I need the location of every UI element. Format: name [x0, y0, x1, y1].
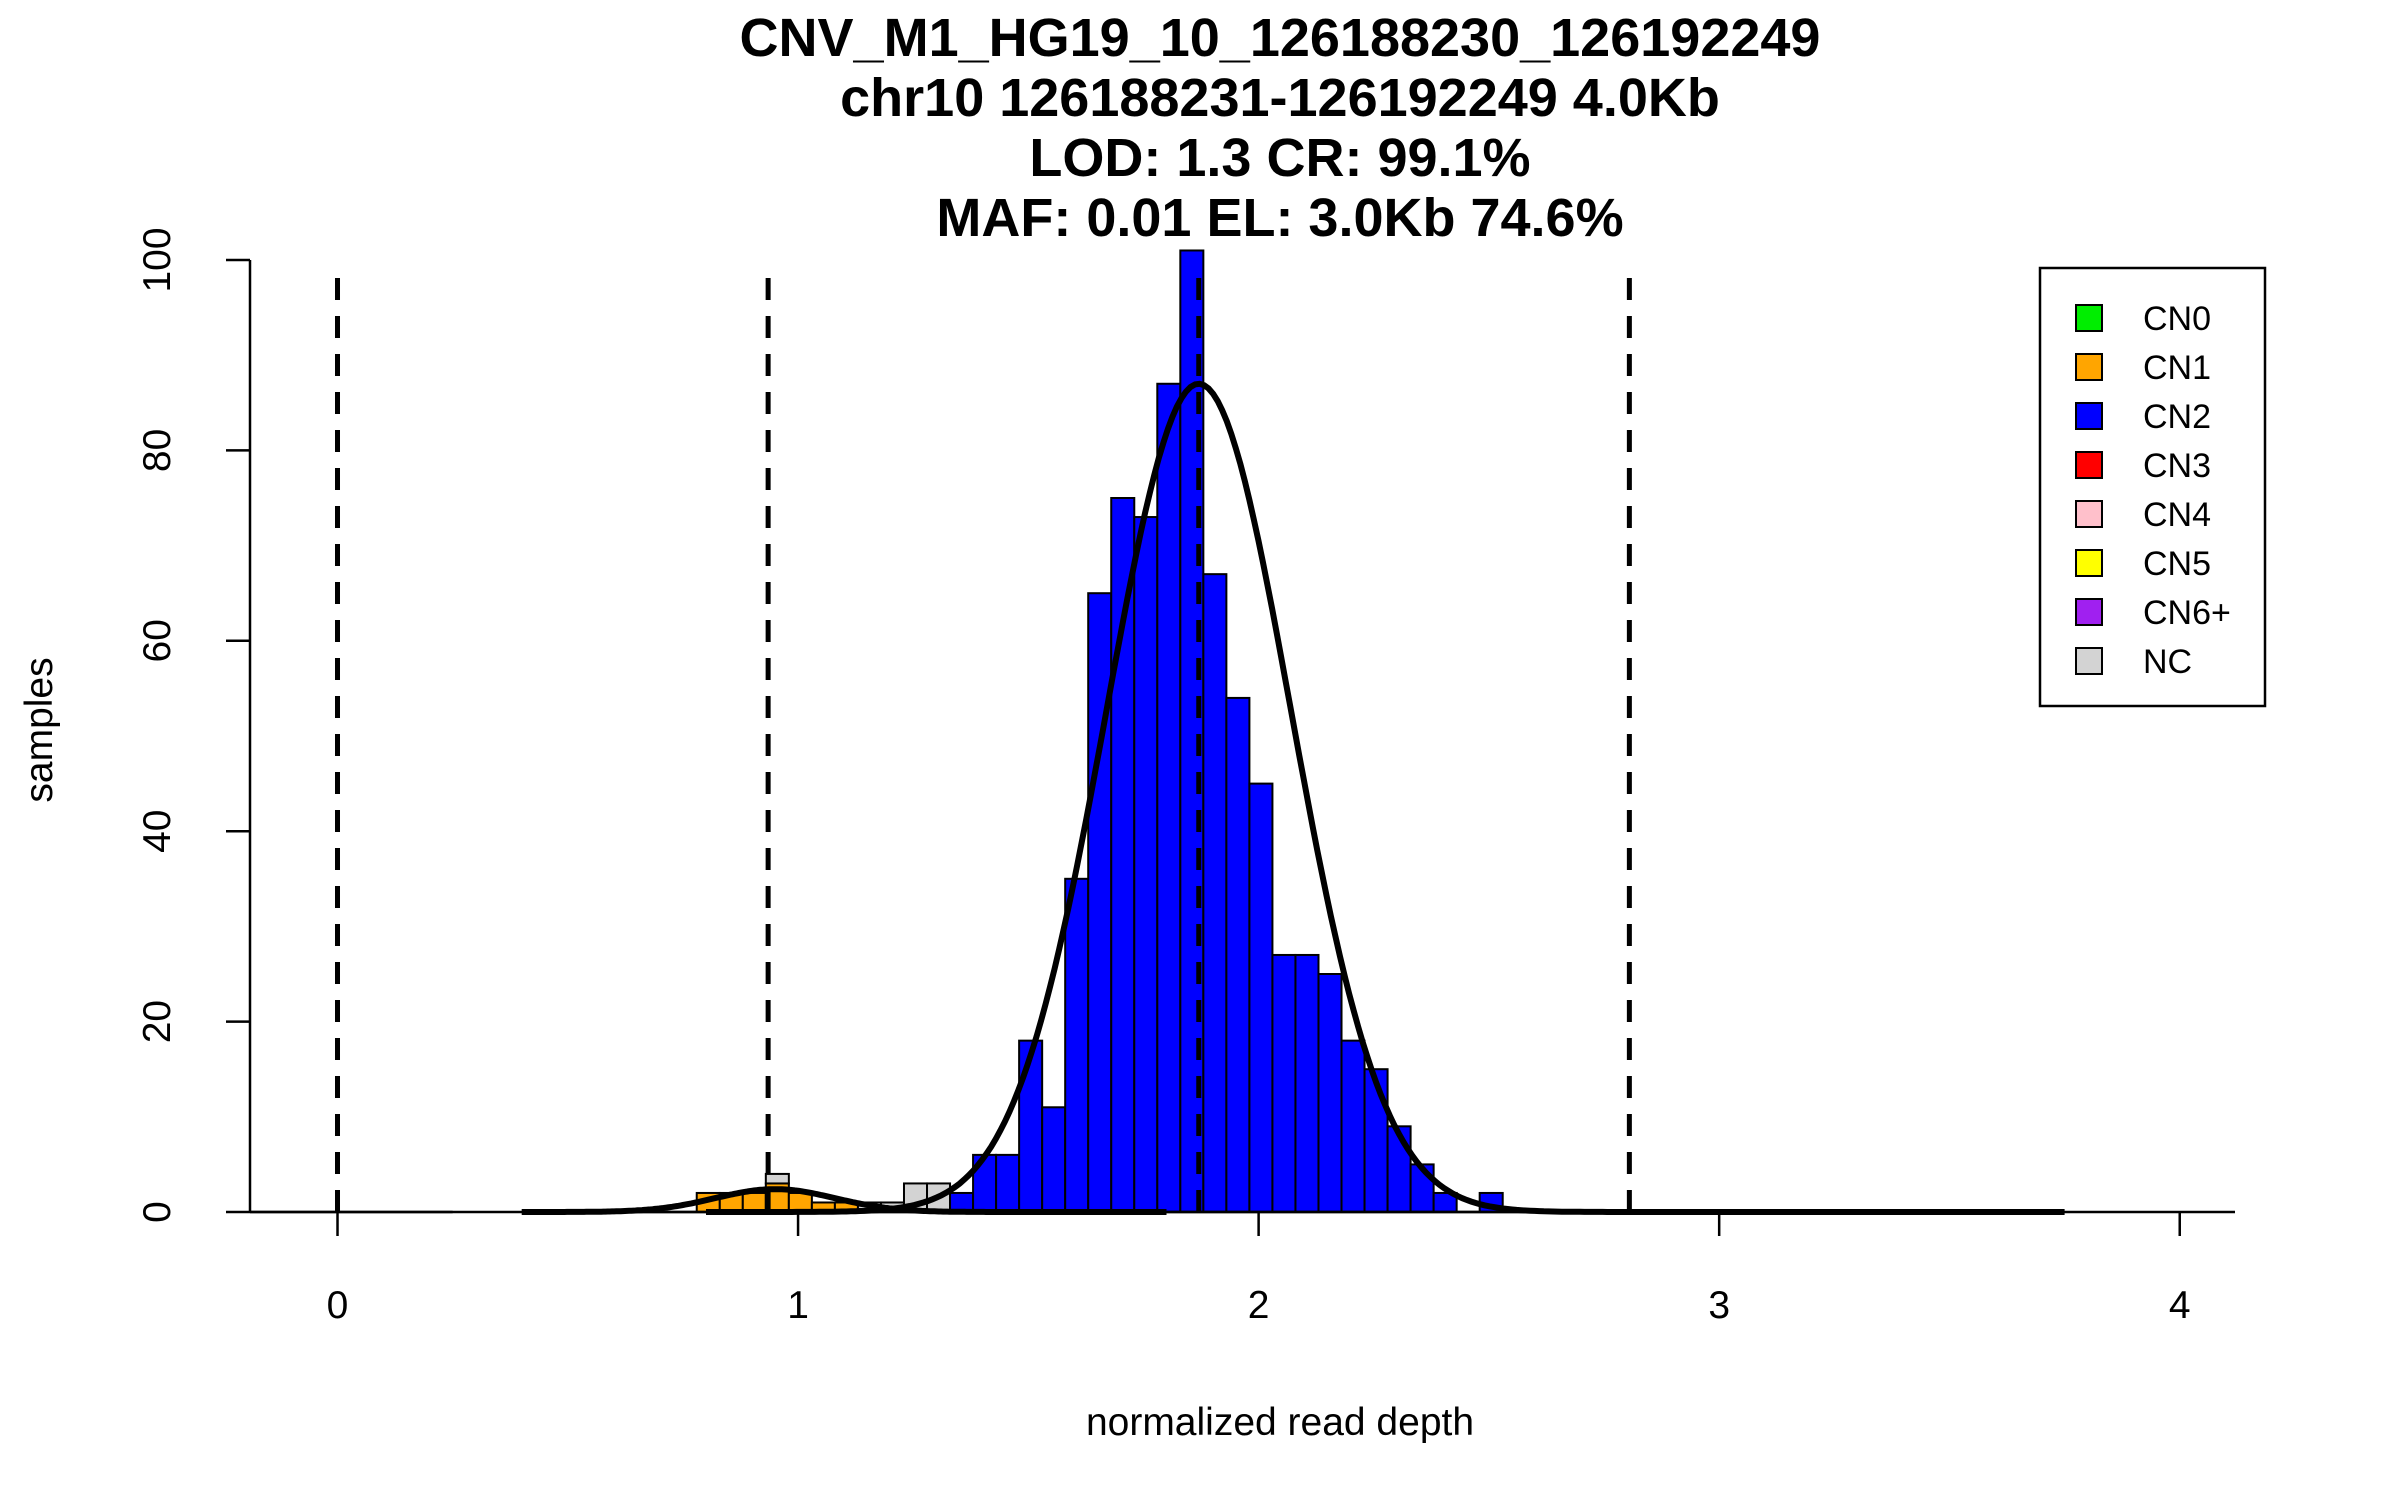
- histogram-bar-cn2: [1248, 782, 1274, 1213]
- legend: CN0 CN1 CN2 CN3 CN4 CN5 CN6+ NC: [2038, 266, 2267, 708]
- histogram-bar-cn2: [1041, 1106, 1067, 1214]
- histogram-bar-nc: [764, 1172, 790, 1185]
- legend-swatch-cn0: [2075, 304, 2103, 332]
- histogram-bar-cn2: [1018, 1039, 1044, 1214]
- histogram-bar-cn2: [1064, 877, 1090, 1213]
- legend-label-cn6plus: CN6+: [2143, 594, 2231, 632]
- title-line-2: chr10 126188231-126192249 4.0Kb: [840, 68, 1720, 128]
- x-tick-label: 3: [1708, 1284, 1730, 1327]
- title-line-4: MAF: 0.01 EL: 3.0Kb 74.6%: [936, 188, 1623, 248]
- legend-swatch-cn4: [2075, 500, 2103, 528]
- y-tick-label: 40: [136, 810, 179, 853]
- legend-swatch-cn5: [2075, 549, 2103, 577]
- copy-number-thresholds: [335, 269, 1632, 1212]
- legend-label-cn1: CN1: [2143, 349, 2211, 387]
- histogram-bar-cn2: [1294, 953, 1320, 1214]
- histogram-bar-cn2: [1340, 1039, 1366, 1214]
- histogram-bar-cn2: [1110, 497, 1136, 1213]
- legend-label-nc: NC: [2143, 643, 2192, 681]
- legend-swatch-cn6plus: [2075, 598, 2103, 626]
- legend-swatch-cn2: [2075, 402, 2103, 430]
- histogram-bar-cn2: [1202, 573, 1228, 1213]
- legend-label-cn5: CN5: [2143, 545, 2211, 583]
- histogram-bar-cn2: [1087, 592, 1113, 1213]
- y-tick-label: 0: [136, 1201, 179, 1223]
- x-tick-label: 0: [327, 1284, 349, 1327]
- x-axis-label: normalized read depth: [1086, 1401, 1474, 1444]
- legend-label-cn2: CN2: [2143, 398, 2211, 436]
- legend-label-cn3: CN3: [2143, 447, 2211, 485]
- y-tick-label: 80: [136, 429, 179, 472]
- histogram-bar-cn2: [1271, 953, 1297, 1214]
- title-line-1: CNV_M1_HG19_10_126188230_126192249: [740, 8, 1821, 68]
- legend-swatch-cn1: [2075, 353, 2103, 381]
- x-tick-label: 2: [1248, 1284, 1270, 1327]
- histogram-bar-cn2: [1225, 696, 1251, 1213]
- title-line-3: LOD: 1.3 CR: 99.1%: [1029, 128, 1530, 188]
- histogram-bar-cn2: [1317, 973, 1343, 1213]
- x-tick-label: 1: [787, 1284, 809, 1327]
- histogram-bar-cn2: [1133, 516, 1159, 1213]
- legend-label-cn4: CN4: [2143, 496, 2211, 534]
- y-tick-label: 100: [136, 227, 179, 292]
- legend-box: [2038, 266, 2267, 708]
- legend-label-cn0: CN0: [2143, 300, 2211, 338]
- y-tick-label: 20: [136, 1000, 179, 1043]
- histogram-bar-cn2: [995, 1153, 1021, 1214]
- histogram-bars: [695, 249, 1504, 1214]
- legend-swatch-cn3: [2075, 451, 2103, 479]
- y-axis-label: samples: [18, 657, 61, 802]
- legend-swatch-nc: [2075, 647, 2103, 675]
- chart-title: CNV_M1_HG19_10_126188230_126192249 chr10…: [740, 8, 1821, 248]
- y-tick-label: 60: [136, 619, 179, 662]
- histogram-bar-cn2: [1156, 382, 1182, 1213]
- x-tick-label: 4: [2169, 1284, 2191, 1327]
